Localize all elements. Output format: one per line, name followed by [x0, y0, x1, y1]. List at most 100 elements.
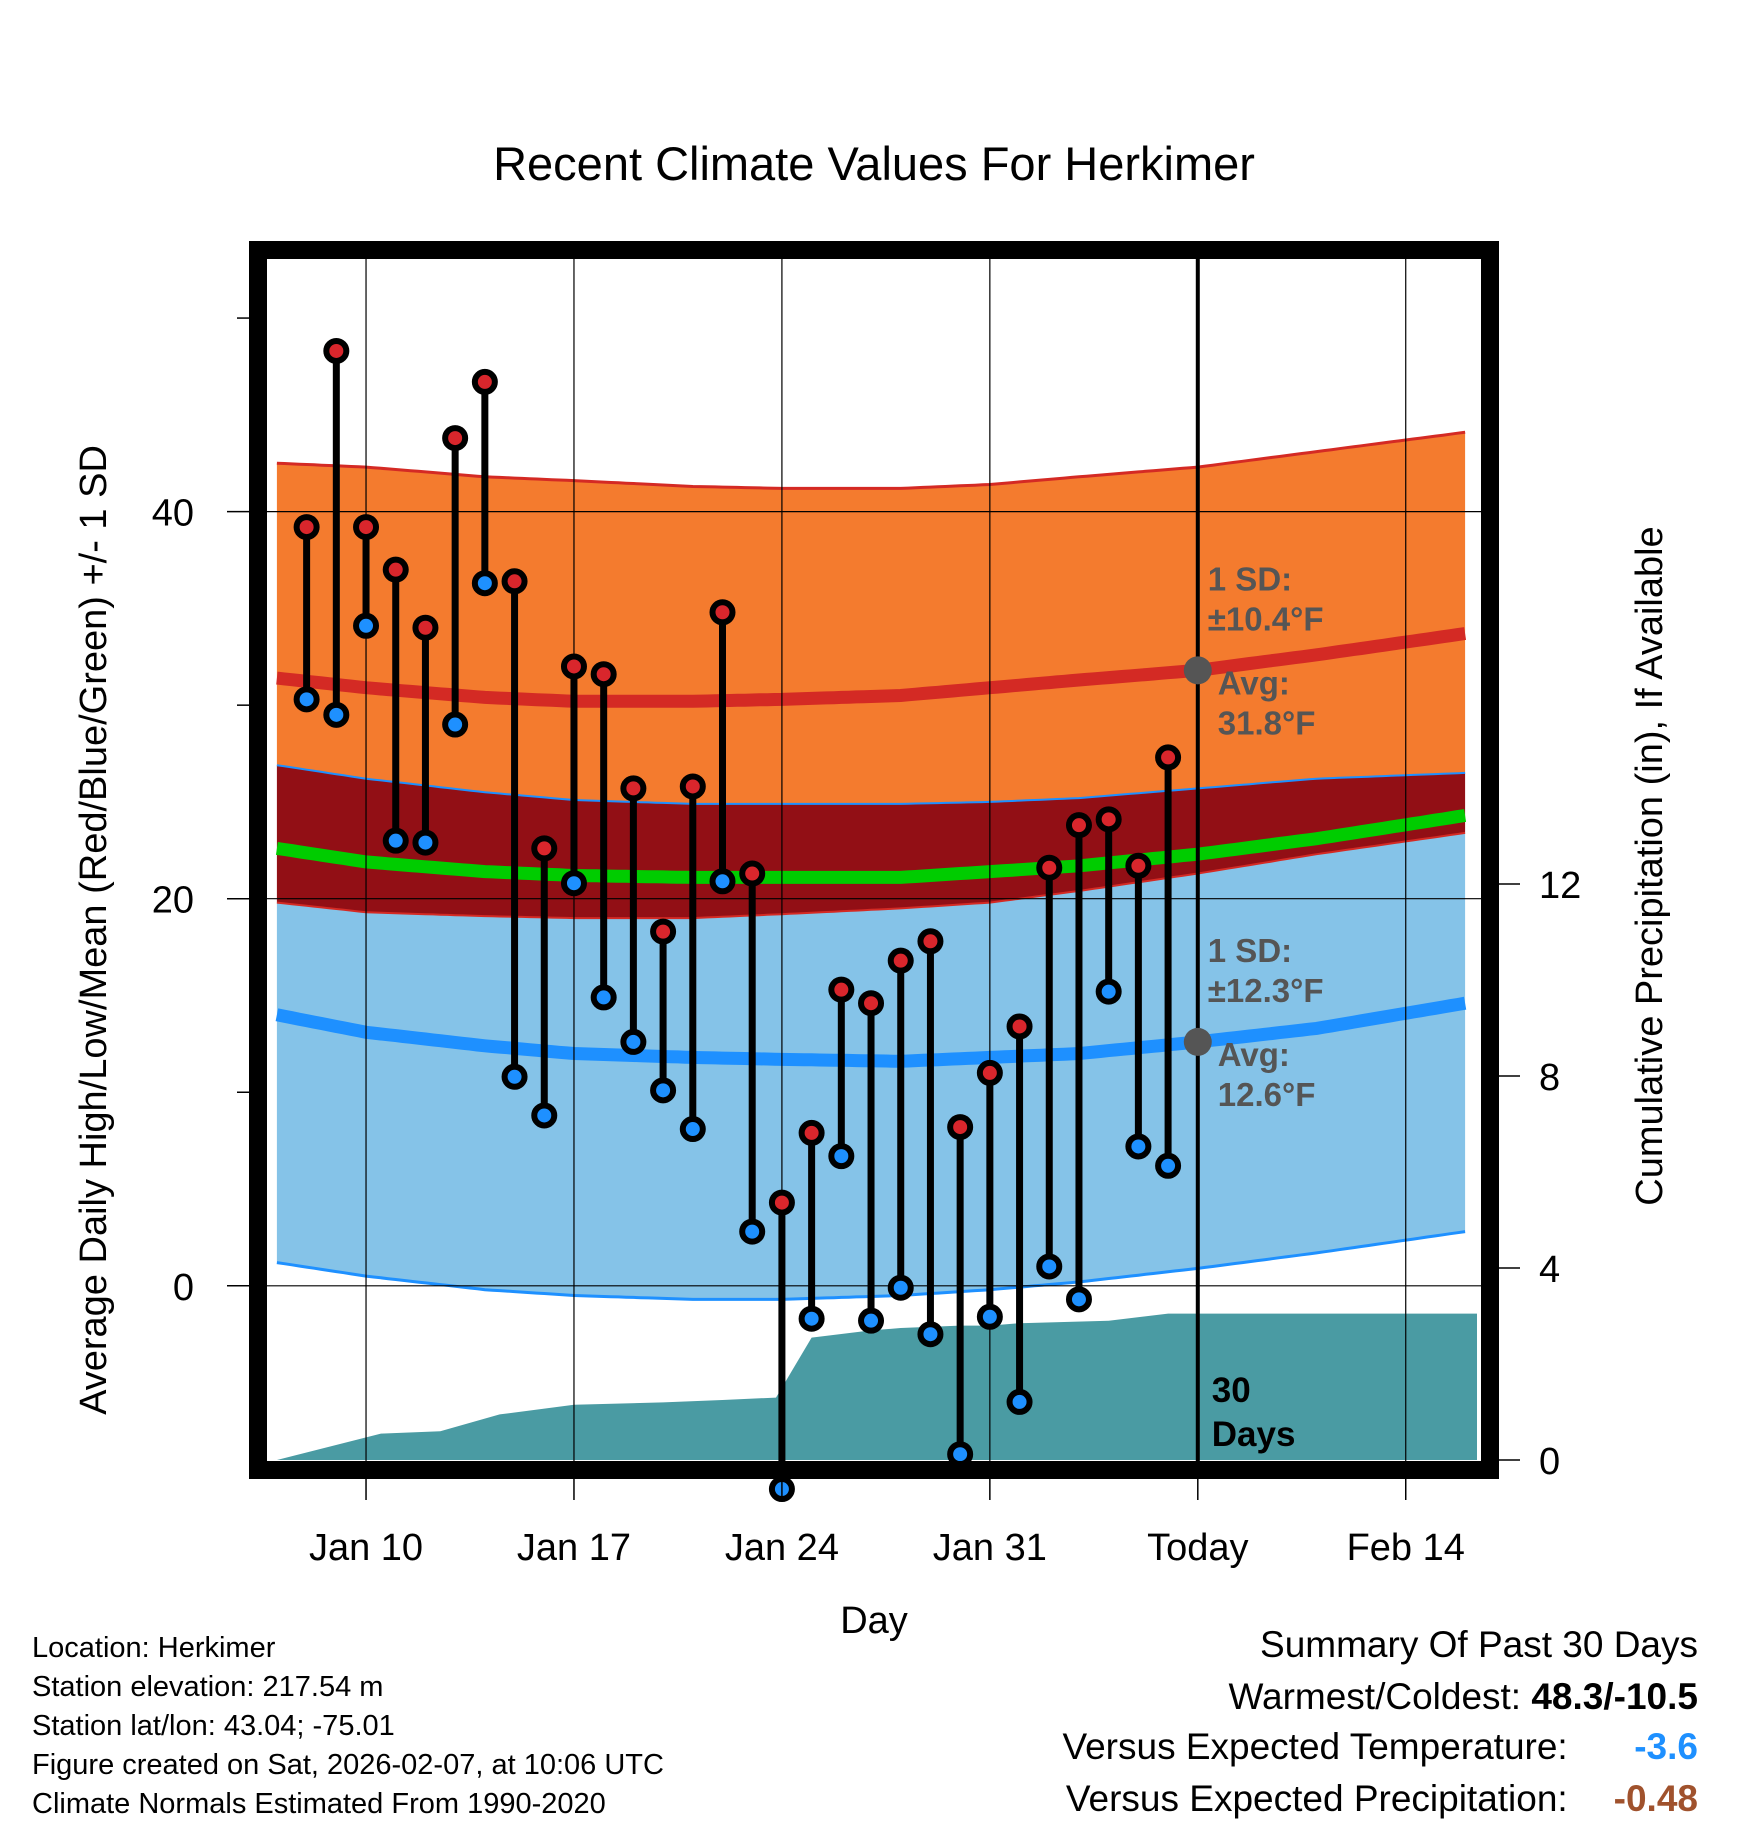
daily-high-point: [382, 556, 409, 583]
daily-high-point: [442, 425, 469, 452]
daily-low-point: [442, 711, 469, 738]
daily-low-point: [828, 1143, 855, 1170]
daily-high-point: [976, 1059, 1003, 1086]
daily-low-point: [353, 612, 380, 639]
low-avg-label: Avg:: [1218, 1036, 1290, 1073]
daily-low-point: [1155, 1152, 1182, 1179]
y2-tick-label: 0: [1539, 1441, 1560, 1483]
daily-low-point: [976, 1303, 1003, 1330]
window-label-count: 30: [1212, 1371, 1251, 1410]
daily-low-point: [1125, 1133, 1152, 1160]
daily-high-point: [353, 514, 380, 541]
daily-high-point: [620, 775, 647, 802]
daily-low-point: [858, 1307, 885, 1334]
daily-high-point: [531, 835, 558, 862]
chart-title: Recent Climate Values For Herkimer: [493, 137, 1255, 190]
daily-high-point: [1065, 812, 1092, 839]
x-tick-label: Jan 17: [517, 1527, 631, 1569]
daily-low-point: [887, 1274, 914, 1301]
y-axis-label: Average Daily High/Low/Mean (Red/Blue/Gr…: [73, 445, 115, 1415]
daily-high-point: [1095, 806, 1122, 833]
daily-low-point: [590, 984, 617, 1011]
daily-high-point: [887, 947, 914, 974]
high-avg-label: Avg:: [1218, 664, 1290, 701]
daily-high-point: [501, 568, 528, 595]
daily-low-point: [620, 1028, 647, 1055]
daily-low-point: [560, 870, 587, 897]
daily-high-point: [828, 976, 855, 1003]
plot-frame: [249, 241, 1499, 1479]
daily-high-point: [947, 1114, 974, 1141]
daily-low-point: [679, 1116, 706, 1143]
daily-high-point: [471, 368, 498, 395]
precip-area: [276, 1313, 1477, 1460]
summary-title: Summary Of Past 30 Days: [1260, 1624, 1698, 1665]
high-avg-value: 31.8°F: [1218, 704, 1316, 741]
daily-high-point: [858, 990, 885, 1017]
high-lower-line: [276, 764, 1466, 805]
y-tick-label: 40: [152, 493, 194, 535]
daily-high-point: [650, 918, 677, 945]
low-avg-value: 12.6°F: [1218, 1076, 1316, 1113]
daily-low-point: [917, 1321, 944, 1348]
high-avg-today-marker: [1183, 656, 1212, 685]
mean-line: [275, 809, 1467, 884]
daily-low-point: [798, 1305, 825, 1332]
precip-value: -0.48: [1613, 1778, 1698, 1819]
high-sd-label: 1 SD:: [1208, 560, 1292, 597]
warm-cold-label: Warmest/Coldest:: [1228, 1676, 1522, 1717]
y-tick-label: 20: [152, 880, 194, 922]
daily-high-point: [798, 1119, 825, 1146]
daily-high-point: [768, 1189, 795, 1216]
daily-low-point: [1095, 978, 1122, 1005]
daily-high-point: [1155, 744, 1182, 771]
x-tick-label: Feb 14: [1347, 1527, 1465, 1569]
x-tick-label: Jan 10: [309, 1527, 423, 1569]
x-tick-label: Jan 24: [725, 1527, 839, 1569]
daily-high-point: [709, 599, 736, 626]
summary-precip: Versus Expected Precipitation: -0.48: [1066, 1778, 1698, 1820]
high-sd-value: ±10.4°F: [1208, 600, 1324, 637]
daily-high-point: [1006, 1013, 1033, 1040]
daily-low-point: [650, 1077, 677, 1104]
warm-cold-value: 48.3/-10.5: [1531, 1676, 1698, 1717]
daily-low-point: [412, 829, 439, 856]
daily-high-point: [739, 860, 766, 887]
summary-warm-cold: Warmest/Coldest: 48.3/-10.5: [1228, 1676, 1698, 1718]
daily-high-point: [293, 514, 320, 541]
daily-low-point: [471, 570, 498, 597]
station-latlon: Station lat/lon: 43.04; -75.01: [32, 1710, 395, 1742]
daily-high-point: [1036, 854, 1063, 881]
station-location: Location: Herkimer: [32, 1632, 276, 1664]
x-tick-label: Jan 31: [933, 1527, 1047, 1569]
low-upper-line: [276, 831, 1466, 920]
daily-low-point: [293, 686, 320, 713]
precip-label: Versus Expected Precipitation:: [1065, 1778, 1568, 1819]
daily-high-point: [1125, 852, 1152, 879]
normals-period: Climate Normals Estimated From 1990-2020: [32, 1788, 606, 1820]
daily-low-point: [531, 1102, 558, 1129]
daily-low-point: [382, 827, 409, 854]
daily-low-point: [1065, 1286, 1092, 1313]
daily-high-point: [412, 614, 439, 641]
daily-low-point: [1006, 1388, 1033, 1415]
daily-low-point: [709, 868, 736, 895]
daily-low-point: [1036, 1253, 1063, 1280]
y2-tick-label: 4: [1539, 1249, 1560, 1291]
temp-value: -3.6: [1634, 1726, 1698, 1767]
low-sd-value: ±12.3°F: [1208, 972, 1324, 1009]
y2-axis-label: Cumulative Precipitation (in), If Availa…: [1629, 526, 1671, 1205]
low-sd-label: 1 SD:: [1208, 932, 1292, 969]
daily-high-point: [323, 337, 350, 364]
figure-created: Figure created on Sat, 2026-02-07, at 10…: [32, 1749, 664, 1781]
temp-label: Versus Expected Temperature:: [1062, 1726, 1568, 1767]
daily-high-point: [560, 653, 587, 680]
station-elevation: Station elevation: 217.54 m: [32, 1671, 384, 1703]
y-tick-label: 0: [173, 1267, 194, 1309]
daily-low-point: [323, 701, 350, 728]
summary-temp: Versus Expected Temperature: -3.6: [1062, 1726, 1698, 1768]
daily-low-point: [739, 1218, 766, 1245]
x-tick-label: Today: [1147, 1527, 1248, 1569]
high-upper-line: [276, 430, 1466, 490]
